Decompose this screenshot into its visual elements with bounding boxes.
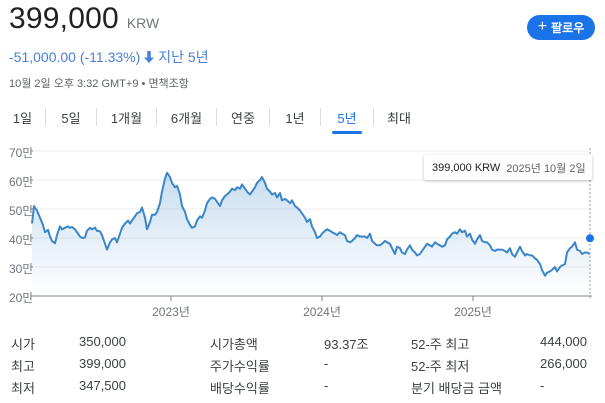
x-tick-label: 2024년 — [303, 305, 341, 319]
current-price: 399,000 — [9, 2, 119, 35]
price-header: 399,000 KRW — [9, 2, 159, 36]
y-tick-label: 60만 — [9, 175, 34, 189]
y-tick-label: 70만 — [9, 146, 34, 160]
arrow-down-icon — [143, 50, 155, 64]
separator: • — [141, 78, 146, 90]
change-period: 지난 5년 — [158, 49, 209, 65]
stat-label-52w-low: 52-주 최저 — [411, 359, 470, 374]
tab-divider — [45, 108, 46, 126]
stat-value-low: 347,500 — [79, 378, 126, 393]
stat-label-low: 최저 — [11, 381, 35, 396]
stats-row: 최저 347,500 배당수익률 - 분기 배당금 금액 - — [0, 378, 605, 398]
stat-value-52w-high: 444,000 — [540, 334, 587, 349]
stat-label-high: 최고 — [11, 359, 35, 374]
currency-code: KRW — [126, 15, 160, 31]
tab-5d[interactable]: 5일 — [46, 106, 96, 128]
chart-line — [31, 171, 591, 277]
stat-value-quarterly-dividend: - — [540, 378, 545, 393]
tab-5y[interactable]: 5년 — [321, 106, 373, 128]
stat-label-market-cap: 시가총액 — [210, 337, 258, 352]
stat-label-52w-high: 52-주 최고 — [411, 337, 470, 352]
stat-label-dividend-yield: 배당수익률 — [210, 381, 270, 396]
timestamp-row: 10월 2일 오후 3:32 GMT+9 • 면책조항 — [9, 75, 189, 91]
tab-label: 6개월 — [170, 110, 203, 126]
y-tick-label: 40만 — [9, 233, 34, 247]
stat-value-dividend-yield: - — [324, 378, 329, 393]
tab-max[interactable]: 최대 — [374, 106, 424, 128]
tab-label: 1일 — [12, 110, 33, 126]
stat-value-open: 350,000 — [79, 334, 126, 349]
tab-label: 5일 — [61, 110, 81, 126]
last-point-marker — [586, 234, 594, 243]
timestamp: 10월 2일 오후 3:32 GMT+9 — [9, 78, 139, 90]
stat-value-market-cap: 93.37조 — [324, 337, 369, 352]
tab-label: 연중 — [231, 110, 255, 126]
tab-1m[interactable]: 1개월 — [97, 106, 156, 128]
tab-divider — [373, 108, 374, 126]
tab-label: 최대 — [387, 110, 411, 126]
price-chart[interactable]: 70만 60만 50만 40만 30만 20만 2023년 2024년 2025… — [0, 140, 605, 325]
tab-label: 1개월 — [110, 110, 143, 126]
tab-1d[interactable]: 1일 — [0, 106, 45, 128]
y-tick-label: 20만 — [9, 291, 34, 305]
disclaimer-link[interactable]: 면책조항 — [148, 78, 189, 90]
chart-area-fill — [32, 172, 590, 296]
tab-divider — [269, 108, 270, 126]
tab-label: 5년 — [337, 110, 357, 126]
tab-divider — [216, 108, 217, 126]
tooltip-price: 399,000 KRW — [432, 161, 501, 174]
y-tick-label: 30만 — [9, 262, 34, 276]
follow-button[interactable]: + 팔로우 — [527, 15, 595, 40]
x-tick-label: 2023년 — [152, 305, 190, 319]
stats-row: 시가 350,000 시가총액 93.37조 52-주 최고 444,000 — [0, 334, 605, 354]
change-value: -51,000.00 (-11.33%) — [9, 49, 141, 65]
tab-label: 1년 — [285, 110, 305, 126]
x-axis-ticks — [170, 296, 474, 301]
x-tick-label: 2025년 — [454, 305, 492, 319]
stat-value-high: 399,000 — [79, 356, 126, 371]
tooltip-date: 2025년 10월 2일 — [506, 162, 586, 175]
plus-icon: + — [537, 17, 548, 35]
y-tick-label: 50만 — [9, 204, 34, 218]
stats-row: 최고 399,000 주가수익률 - 52-주 최저 266,000 — [0, 356, 605, 376]
follow-label: 팔로우 — [551, 21, 585, 35]
stat-value-52w-low: 266,000 — [540, 356, 587, 371]
tab-ytd[interactable]: 연중 — [217, 106, 269, 128]
tab-divider — [96, 108, 97, 126]
stat-label-quarterly-dividend: 분기 배당금 금액 — [411, 381, 502, 396]
stat-label-open: 시가 — [11, 337, 35, 352]
chart-tooltip: 399,000 KRW 2025년 10월 2일 — [424, 155, 592, 180]
range-tabs: 1일 5일 1개월 6개월 연중 1년 5년 최대 — [0, 104, 424, 130]
tab-divider — [156, 108, 157, 126]
price-change: -51,000.00 (-11.33%) 지난 5년 — [9, 47, 209, 67]
stat-value-pe-ratio: - — [324, 356, 329, 371]
tab-1y[interactable]: 1년 — [270, 106, 320, 128]
tab-6m[interactable]: 6개월 — [157, 106, 216, 128]
stat-label-pe-ratio: 주가수익률 — [210, 359, 270, 374]
